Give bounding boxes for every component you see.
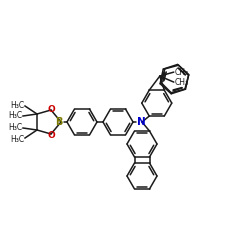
Text: H₃C: H₃C — [10, 100, 24, 110]
Text: CH₃: CH₃ — [175, 68, 189, 76]
Text: CH₃: CH₃ — [175, 78, 189, 86]
Text: O: O — [47, 104, 55, 114]
Text: O: O — [47, 130, 55, 140]
Text: H₃C: H₃C — [8, 112, 22, 120]
Text: B: B — [56, 117, 63, 127]
Text: H₃C: H₃C — [10, 134, 24, 143]
Text: H₃C: H₃C — [8, 124, 22, 132]
Text: N: N — [136, 117, 145, 127]
